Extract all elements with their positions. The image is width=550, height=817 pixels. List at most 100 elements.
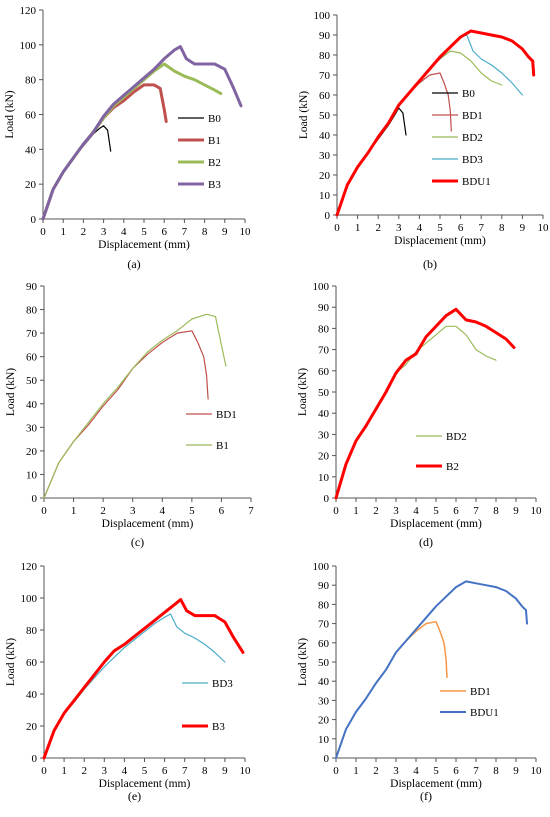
panel-caption: (a) (127, 257, 140, 271)
y-tick-label: 40 (319, 130, 331, 142)
x-tick-label: 4 (413, 505, 419, 517)
y-tick-label: 80 (318, 599, 330, 611)
x-tick-label: 6 (162, 765, 168, 777)
x-tick-label: 3 (102, 765, 108, 777)
y-tick-label: 80 (26, 625, 38, 637)
y-tick-label: 70 (318, 345, 330, 357)
panel-caption: (d) (419, 535, 433, 549)
y-tick-label: 20 (26, 721, 38, 733)
series-line-b1 (41, 83, 168, 221)
x-tick-label: 7 (182, 765, 188, 777)
legend-label-b1: B1 (208, 135, 221, 147)
series-line-b1 (43, 313, 227, 499)
y-tick-label: 20 (318, 451, 330, 463)
x-tick-label: 1 (355, 222, 361, 234)
y-tick-label: 50 (319, 110, 331, 122)
x-tick-label: 9 (222, 226, 228, 238)
y-tick-label: 100 (314, 10, 331, 22)
x-tick-label: 9 (520, 222, 526, 234)
x-tick-label: 8 (202, 765, 208, 777)
x-tick-label: 0 (41, 765, 47, 777)
y-axis-label: Load (kN) (4, 90, 16, 138)
y-tick-label: 40 (318, 676, 330, 688)
x-tick-label: 5 (142, 765, 148, 777)
x-tick-label: 2 (373, 765, 379, 777)
y-tick-label: 0 (32, 493, 38, 505)
x-tick-label: 0 (333, 505, 339, 517)
y-tick-label: 100 (20, 40, 37, 52)
x-tick-label: 8 (493, 765, 499, 777)
y-tick-label: 10 (319, 190, 331, 202)
series-line-b3 (42, 598, 245, 760)
y-tick-label: 0 (31, 214, 37, 226)
y-tick-label: 40 (26, 689, 38, 701)
series-line-bd1 (335, 620, 448, 759)
y-tick-label: 60 (319, 90, 331, 102)
x-axis-label: Displacement (mm) (394, 235, 486, 247)
y-tick-label: 10 (318, 472, 330, 484)
panel-caption: (f) (420, 789, 432, 803)
series-line-bd1 (43, 330, 209, 499)
y-tick-label: 40 (318, 408, 330, 420)
series-line-b0 (336, 107, 407, 216)
x-tick-label: 10 (240, 765, 252, 777)
x-tick-label: 5 (437, 222, 443, 234)
y-tick-label: 60 (318, 638, 330, 650)
x-tick-label: 4 (413, 765, 419, 777)
chart-panel-6: 0 1 2 3 4 5 6 7 8 9 100102030405060708090100Displa… (297, 561, 542, 803)
x-tick-label: 4 (121, 226, 127, 238)
legend-label-b3: B3 (208, 179, 221, 191)
legend-label-bdu1: BDU1 (470, 707, 499, 719)
x-tick-label: 3 (101, 226, 107, 238)
y-axis-label: Load (kN) (297, 368, 309, 416)
x-tick-label: 1 (71, 505, 77, 517)
x-tick-label: 2 (81, 765, 87, 777)
x-tick-label: 4 (160, 505, 166, 517)
chart-panel-1: 0 1 2 3 4 5 6 7 8 9 10020406080100120Displacement … (4, 5, 251, 271)
x-tick-label: 8 (202, 226, 208, 238)
y-axis-label: Load (kN) (5, 368, 17, 416)
y-tick-label: 60 (25, 110, 37, 122)
y-tick-label: 60 (26, 657, 38, 669)
x-axis-label: Displacement (mm) (390, 518, 482, 530)
x-tick-label: 6 (453, 765, 459, 777)
x-tick-label: 10 (538, 222, 550, 234)
x-tick-label: 7 (473, 505, 479, 517)
y-tick-label: 80 (319, 50, 331, 62)
x-tick-label: 1 (60, 226, 66, 238)
y-tick-label: 20 (26, 446, 38, 458)
legend-label-b3: B3 (212, 721, 225, 733)
x-tick-label: 9 (513, 505, 519, 517)
x-tick-label: 9 (222, 765, 228, 777)
x-tick-label: 5 (433, 765, 439, 777)
panel-caption: (b) (423, 257, 437, 271)
x-tick-label: 4 (122, 765, 128, 777)
legend-label-bd3: BD3 (212, 678, 233, 690)
x-tick-label: 5 (433, 505, 439, 517)
x-tick-label: 0 (40, 226, 46, 238)
x-tick-label: 0 (334, 222, 340, 234)
legend-label-bd2: BD2 (446, 431, 467, 443)
legend-label-bd1: BD1 (462, 110, 483, 122)
y-tick-label: 50 (318, 387, 330, 399)
y-tick-label: 90 (318, 302, 330, 314)
legend-label-bd2: BD2 (462, 132, 483, 144)
x-tick-label: 10 (240, 226, 252, 238)
x-tick-label: 10 (531, 765, 543, 777)
y-tick-label: 90 (318, 580, 330, 592)
series-line-b2 (334, 307, 516, 500)
x-tick-label: 8 (499, 222, 505, 234)
series-line-bd1 (336, 72, 452, 216)
legend-label-bd1: BD1 (470, 686, 491, 698)
series-line-b3 (41, 45, 243, 221)
x-tick-label: 0 (41, 505, 47, 517)
y-tick-label: 70 (26, 328, 38, 340)
y-tick-label: 30 (26, 422, 38, 434)
x-axis-label: Displacement (mm) (99, 778, 191, 790)
x-tick-label: 3 (393, 505, 399, 517)
x-axis-label: Displacement (mm) (390, 778, 482, 790)
chart-panel-5: 0 1 2 3 4 5 6 7 8 9 10020406080100120Displacement … (5, 561, 251, 803)
chart-panel-3: 0 1 2 3 4 5 6 70102030405060708090Displacement … (5, 281, 254, 549)
x-axis-label: Displacement (mm) (102, 518, 194, 530)
legend-label-b0: B0 (462, 88, 475, 100)
